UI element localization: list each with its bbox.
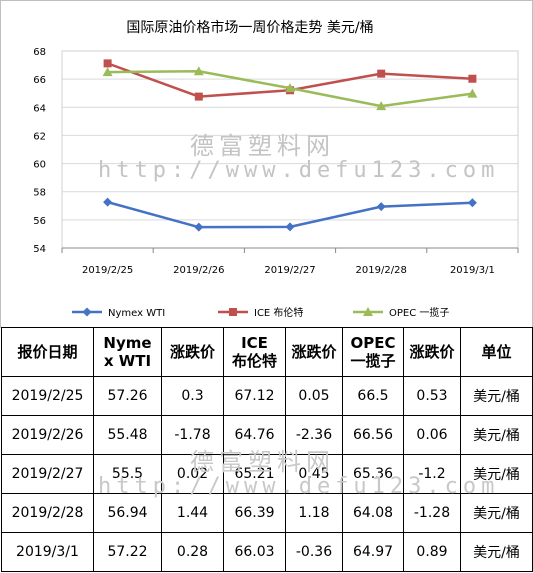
data-point (103, 197, 113, 207)
cell-wti: 55.5 (93, 454, 162, 494)
table-row: 2019/2/26 55.48 -1.78 64.76 -2.36 66.56 … (1, 415, 533, 455)
header-unit: 单位 (460, 327, 533, 377)
header-wti-label: Nymex WTI (103, 334, 152, 370)
cell-wti-change: 0.02 (161, 454, 224, 494)
cell-wti: 56.94 (93, 493, 162, 533)
x-tick-label: 2019/3/1 (450, 265, 495, 276)
data-point (194, 92, 203, 101)
header-date: 报价日期 (1, 327, 94, 377)
y-tick-label: 58 (33, 188, 46, 199)
header-change: 涨跌价 (285, 327, 343, 377)
y-tick-label: 60 (33, 160, 46, 171)
y-tick-label: 54 (33, 244, 46, 255)
cell-wti: 55.48 (93, 415, 162, 455)
cell-opec: 64.08 (342, 493, 404, 533)
header-brent-label: ICE 布伦特 (231, 334, 277, 370)
header-change: 涨跌价 (403, 327, 461, 377)
cell-date: 2019/2/27 (1, 454, 94, 494)
cell-opec-change: 0.06 (403, 415, 461, 455)
table-row: 2019/3/1 57.22 0.28 66.03 -0.36 64.97 0.… (1, 532, 533, 572)
cell-unit: 美元/桶 (460, 376, 533, 416)
cell-unit: 美元/桶 (460, 493, 533, 533)
data-point (376, 101, 387, 111)
y-tick-label: 56 (33, 216, 46, 227)
cell-unit: 美元/桶 (460, 415, 533, 455)
cell-unit: 美元/桶 (460, 454, 533, 494)
cell-opec: 65.36 (342, 454, 404, 494)
table-row: 2019/2/28 56.94 1.44 66.39 1.18 64.08 -1… (1, 493, 533, 533)
cell-brent-change: -0.36 (285, 532, 343, 572)
y-tick-label: 62 (33, 131, 46, 142)
chart-svg: 国际原油价格市场一周价格走势 美元/桶 54 56 58 60 62 64 66 68 2019/… (0, 0, 533, 328)
cell-opec: 66.56 (342, 415, 404, 455)
data-point (285, 222, 295, 232)
cell-wti-change: 0.3 (161, 376, 224, 416)
cell-brent: 65.21 (223, 454, 286, 494)
x-tick-label: 2019/2/26 (173, 265, 224, 276)
data-point (377, 69, 386, 78)
cell-unit: 美元/桶 (460, 532, 533, 572)
cell-opec-change: -1.2 (403, 454, 461, 494)
cell-brent: 67.12 (223, 376, 286, 416)
data-point (285, 83, 295, 93)
cell-wti: 57.22 (93, 532, 162, 572)
data-point (468, 74, 477, 83)
x-tick-label: 2019/2/27 (264, 265, 315, 276)
cell-date: 2019/2/28 (1, 493, 94, 533)
chart-title: 国际原油价格市场一周价格走势 美元/桶 (126, 19, 373, 36)
legend-label: OPEC 一揽子 (389, 306, 449, 319)
legend-label: ICE 布伦特 (254, 306, 303, 319)
y-tick-label: 66 (33, 75, 46, 86)
cell-date: 2019/3/1 (1, 532, 94, 572)
data-point (193, 66, 204, 76)
header-opec-label: OPEC 一揽子 (350, 334, 396, 370)
y-tick-label: 64 (33, 103, 46, 114)
cell-brent-change: 0.05 (285, 376, 343, 416)
watermark-url: http://www.defu123.com (98, 158, 500, 183)
legend-label: Nymex WTI (108, 308, 165, 319)
cell-brent-change: 0.45 (285, 454, 343, 494)
data-point (467, 198, 477, 208)
price-table: 报价日期 Nymex WTI 涨跌价 ICE 布伦特 涨跌价 OPEC 一揽子 … (1, 327, 533, 572)
watermark-name: 德富塑料网 (190, 132, 335, 160)
y-tick-label: 68 (33, 47, 46, 58)
cell-date: 2019/2/25 (1, 376, 94, 416)
header-wti: Nymex WTI (93, 327, 162, 377)
cell-brent: 66.39 (223, 493, 286, 533)
cell-opec: 64.97 (342, 532, 404, 572)
line-chart: 国际原油价格市场一周价格走势 美元/桶 54 56 58 60 62 64 66 68 2019/… (0, 0, 533, 328)
data-point (102, 67, 113, 77)
x-tick-label: 2019/2/28 (356, 265, 407, 276)
cell-brent-change: -2.36 (285, 415, 343, 455)
header-opec: OPEC 一揽子 (342, 327, 404, 377)
cell-opec: 66.5 (342, 376, 404, 416)
cell-wti: 57.26 (93, 376, 162, 416)
data-point (467, 88, 478, 98)
cell-wti-change: 1.44 (161, 493, 224, 533)
table-row: 2019/2/25 57.26 0.3 67.12 0.05 66.5 0.53… (1, 376, 533, 416)
cell-opec-change: 0.89 (403, 532, 461, 572)
x-tick-label: 2019/2/25 (82, 265, 133, 276)
cell-wti-change: -1.78 (161, 415, 224, 455)
cell-wti-change: 0.28 (161, 532, 224, 572)
legend-marker (82, 307, 92, 317)
data-point (194, 222, 204, 232)
cell-opec-change: -1.28 (403, 493, 461, 533)
cell-brent: 66.03 (223, 532, 286, 572)
table-header-row: 报价日期 Nymex WTI 涨跌价 ICE 布伦特 涨跌价 OPEC 一揽子 … (1, 327, 533, 377)
data-point (376, 202, 386, 212)
header-brent: ICE 布伦特 (223, 327, 286, 377)
header-change: 涨跌价 (161, 327, 224, 377)
cell-opec-change: 0.53 (403, 376, 461, 416)
legend-marker (363, 307, 373, 316)
data-point (103, 59, 112, 68)
cell-date: 2019/2/26 (1, 415, 94, 455)
legend-marker (229, 308, 237, 316)
cell-brent: 64.76 (223, 415, 286, 455)
cell-brent-change: 1.18 (285, 493, 343, 533)
table-row: 2019/2/27 55.5 0.02 65.21 0.45 65.36 -1.… (1, 454, 533, 494)
